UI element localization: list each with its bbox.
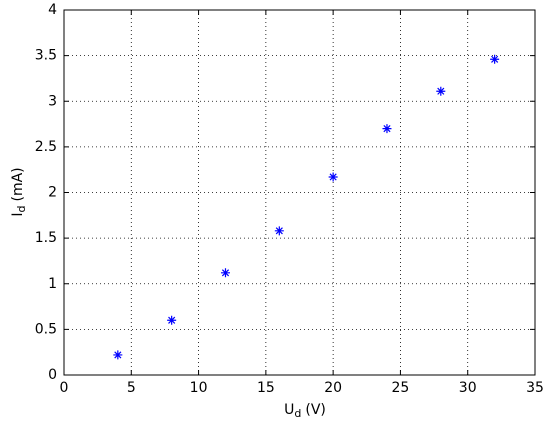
- y-tick-label: 1.5: [35, 230, 57, 246]
- asterisk-marker: [220, 268, 230, 278]
- x-tick-label: 20: [324, 380, 342, 396]
- y-tick-label: 3: [48, 93, 57, 109]
- axes-box: [63, 9, 536, 376]
- y-label-sub: d: [15, 206, 28, 213]
- y-axis-label: Id (mA): [10, 167, 28, 216]
- y-tick-label: 3.5: [35, 48, 57, 64]
- y-label-unit: (mA): [10, 167, 26, 201]
- x-tick-label: 30: [459, 380, 477, 396]
- x-label-main: U: [284, 402, 294, 418]
- x-tick-label: 10: [190, 380, 208, 396]
- x-tick-label: 35: [526, 380, 544, 396]
- y-tick-label: 4: [48, 2, 57, 18]
- asterisk-marker: [274, 226, 284, 236]
- asterisk-marker: [167, 315, 177, 325]
- y-tick-label: 0.5: [35, 321, 57, 337]
- x-axis-label: Ud (V): [284, 402, 326, 420]
- asterisk-marker: [436, 86, 446, 96]
- x-tick-label: 0: [60, 380, 69, 396]
- x-label-unit: (V): [305, 402, 326, 418]
- asterisk-marker: [490, 54, 500, 64]
- y-label-main: I: [10, 212, 26, 216]
- y-tick-label: 2.5: [35, 139, 57, 155]
- y-tick-label: 2: [48, 185, 57, 201]
- x-tick-label: 25: [392, 380, 410, 396]
- asterisk-marker: [382, 124, 392, 134]
- y-tick-label: 0: [48, 367, 57, 383]
- x-label-sub: d: [294, 407, 301, 420]
- asterisk-marker: [328, 172, 338, 182]
- asterisk-marker: [113, 350, 123, 360]
- x-tick-label: 15: [257, 380, 275, 396]
- x-tick-label: 5: [127, 380, 136, 396]
- y-tick-label: 1: [48, 276, 57, 292]
